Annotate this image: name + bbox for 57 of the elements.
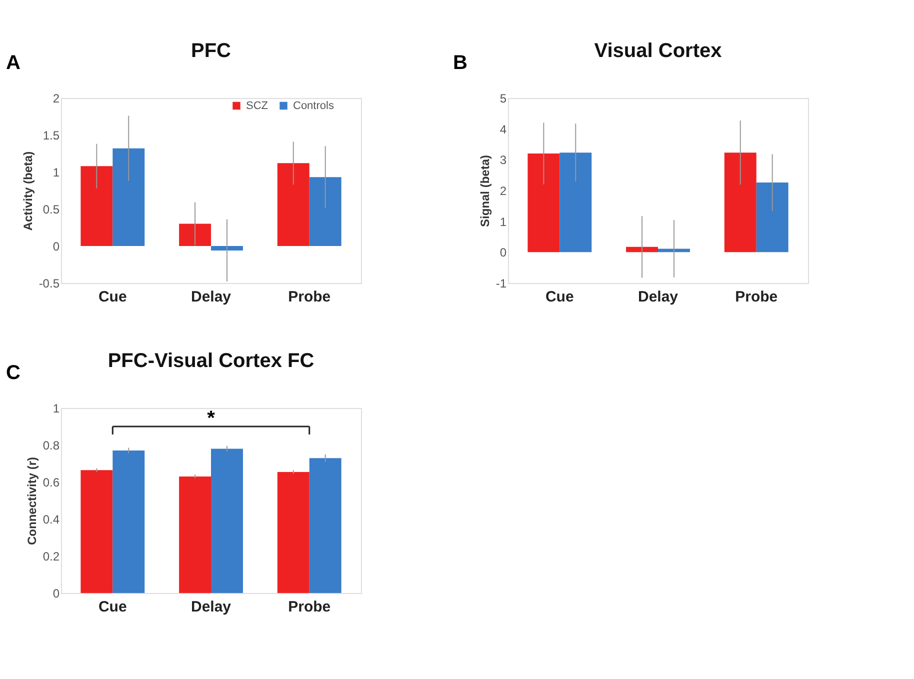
x-tick-label: Probe — [288, 598, 331, 616]
y-tick-label: -0.5 — [38, 276, 60, 290]
bar — [277, 472, 310, 593]
legend-label: Controls — [293, 100, 334, 112]
x-tick-label: Delay — [190, 288, 232, 306]
y-tick-label: 0.2 — [42, 550, 60, 564]
y-tick-label: 4 — [500, 122, 507, 136]
y-axis-title: Signal (beta) — [478, 154, 492, 228]
legend-label: SCZ — [246, 100, 268, 112]
text: C — [6, 362, 20, 384]
text: B — [453, 52, 468, 74]
y-tick-label: 0.8 — [42, 438, 60, 452]
y-tick-label: 1 — [52, 402, 60, 416]
bar — [528, 154, 560, 252]
x-tick-label: Cue — [545, 288, 574, 306]
y-axis-title: Activity (beta) — [20, 151, 35, 231]
x-tick-label: Cue — [98, 598, 127, 616]
y-tick-label: 3 — [500, 153, 507, 168]
y-tick-label: 1 — [500, 214, 507, 229]
chart-title: PFC — [191, 40, 231, 62]
x-tick-label: Delay — [190, 598, 232, 616]
bar — [80, 166, 113, 246]
y-tick-label: 0.4 — [42, 512, 60, 526]
bar — [626, 246, 658, 252]
bar — [179, 476, 211, 593]
y-tick-label: 0 — [500, 246, 507, 260]
bar — [309, 177, 342, 246]
y-tick-label: 2 — [52, 92, 60, 106]
y-tick-label: 5 — [500, 92, 507, 106]
y-tick-label: 0 — [52, 586, 60, 600]
bar — [277, 163, 310, 246]
y-tick-label: 0.5 — [42, 202, 60, 216]
bar — [211, 246, 243, 250]
bar — [211, 448, 243, 593]
bar — [179, 224, 211, 246]
bar — [80, 470, 113, 593]
bar — [756, 182, 788, 252]
bar — [112, 148, 145, 246]
x-tick-label: Delay — [638, 288, 679, 306]
y-tick-label: -1 — [496, 276, 507, 290]
y-tick-label: 1.5 — [42, 128, 60, 142]
bar — [724, 152, 756, 252]
x-tick-label: Probe — [735, 288, 778, 306]
y-axis-title: Connectivity (r) — [24, 456, 39, 546]
y-tick-label: 1 — [52, 166, 60, 180]
y-tick-label: 0 — [52, 240, 60, 254]
y-tick-label: 0.6 — [42, 476, 60, 490]
x-tick-label: Cue — [98, 288, 127, 306]
y-tick-label: 2 — [500, 184, 507, 198]
chart-title: Visual Cortex — [594, 40, 722, 62]
bar — [560, 152, 592, 252]
bar — [309, 458, 342, 593]
annotation: * — [207, 408, 216, 430]
x-tick-label: Probe — [288, 288, 331, 306]
text: A — [6, 52, 20, 74]
bar — [112, 450, 145, 593]
chart-title: PFC-Visual Cortex FC — [108, 350, 314, 372]
